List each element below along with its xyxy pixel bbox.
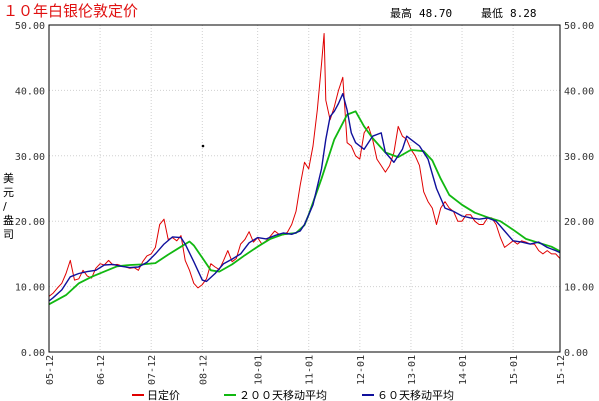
y-tick-label-right: 30.00	[564, 152, 594, 163]
grid-layer	[49, 25, 560, 352]
stray-dot	[201, 144, 205, 148]
y-tick-labels: 0.00 0.00 10.00 10.00 20.00 20.00 30.00 30.00 40…	[15, 21, 594, 359]
x-tick-label: 15-01	[509, 355, 520, 385]
plot-frame	[48, 24, 561, 353]
series-line-200-day-ma	[48, 110, 561, 306]
series-layer	[48, 33, 561, 306]
x-tick-label: 07-12	[147, 355, 158, 385]
y-tick-label-right: 40.00	[564, 86, 594, 97]
y-tick-label-right: 50.00	[564, 21, 594, 32]
x-tick-label: 14-01	[458, 355, 469, 385]
series-line-60-day-ma	[48, 92, 561, 302]
y-axis-label-part-4: 盎	[3, 213, 14, 227]
legend-daily-fix-label: 日定价	[147, 388, 180, 401]
y-tick-label-left: 0.00	[21, 348, 45, 359]
max-value: 48.70	[419, 7, 452, 20]
x-tick-label: 10-01	[254, 355, 265, 385]
min-value: 8.28	[510, 7, 537, 20]
chart-title: １０年白银伦敦定价	[3, 2, 138, 20]
y-tick-label-left: 10.00	[15, 283, 45, 294]
y-tick-label-right: 20.00	[564, 217, 594, 228]
x-tick-label: 05-12	[45, 355, 56, 385]
y-tick-label-right: 10.00	[564, 283, 594, 294]
x-tick-label: 06-12	[96, 355, 107, 385]
y-tick-label-right: 0.00	[564, 348, 588, 359]
y-axis-label-part-2: 元	[3, 186, 14, 199]
y-tick-label-left: 40.00	[15, 86, 45, 97]
x-tick-label: 15-12	[556, 355, 567, 385]
legend: 日定价 ２００天移动平均 ６０天移动平均	[132, 388, 454, 401]
y-axis-label-part-1: 美	[3, 172, 14, 185]
x-tick-label: 13-01	[407, 355, 418, 385]
legend-60-day-ma-label: ６０天移动平均	[377, 389, 454, 401]
y-tick-label-left: 50.00	[15, 21, 45, 32]
y-tick-label-left: 30.00	[15, 152, 45, 163]
min-label: 最低	[481, 7, 503, 20]
max-label: 最高	[390, 6, 412, 20]
x-tick-label: 12-01	[356, 355, 367, 385]
y-axis-label-part-5: 司	[3, 228, 14, 241]
x-tick-label: 11-01	[305, 355, 316, 385]
series-line-daily-fix	[48, 33, 561, 297]
y-axis-label-part-3: /	[3, 200, 7, 213]
y-tick-label-left: 20.00	[15, 217, 45, 228]
x-tick-labels: 05-12 06-12 07-12 08-12 10-01 11-01 12-01 13-01…	[45, 355, 567, 385]
legend-200-day-ma-label: ２００天移动平均	[239, 389, 327, 401]
x-tick-label: 08-12	[198, 355, 209, 385]
